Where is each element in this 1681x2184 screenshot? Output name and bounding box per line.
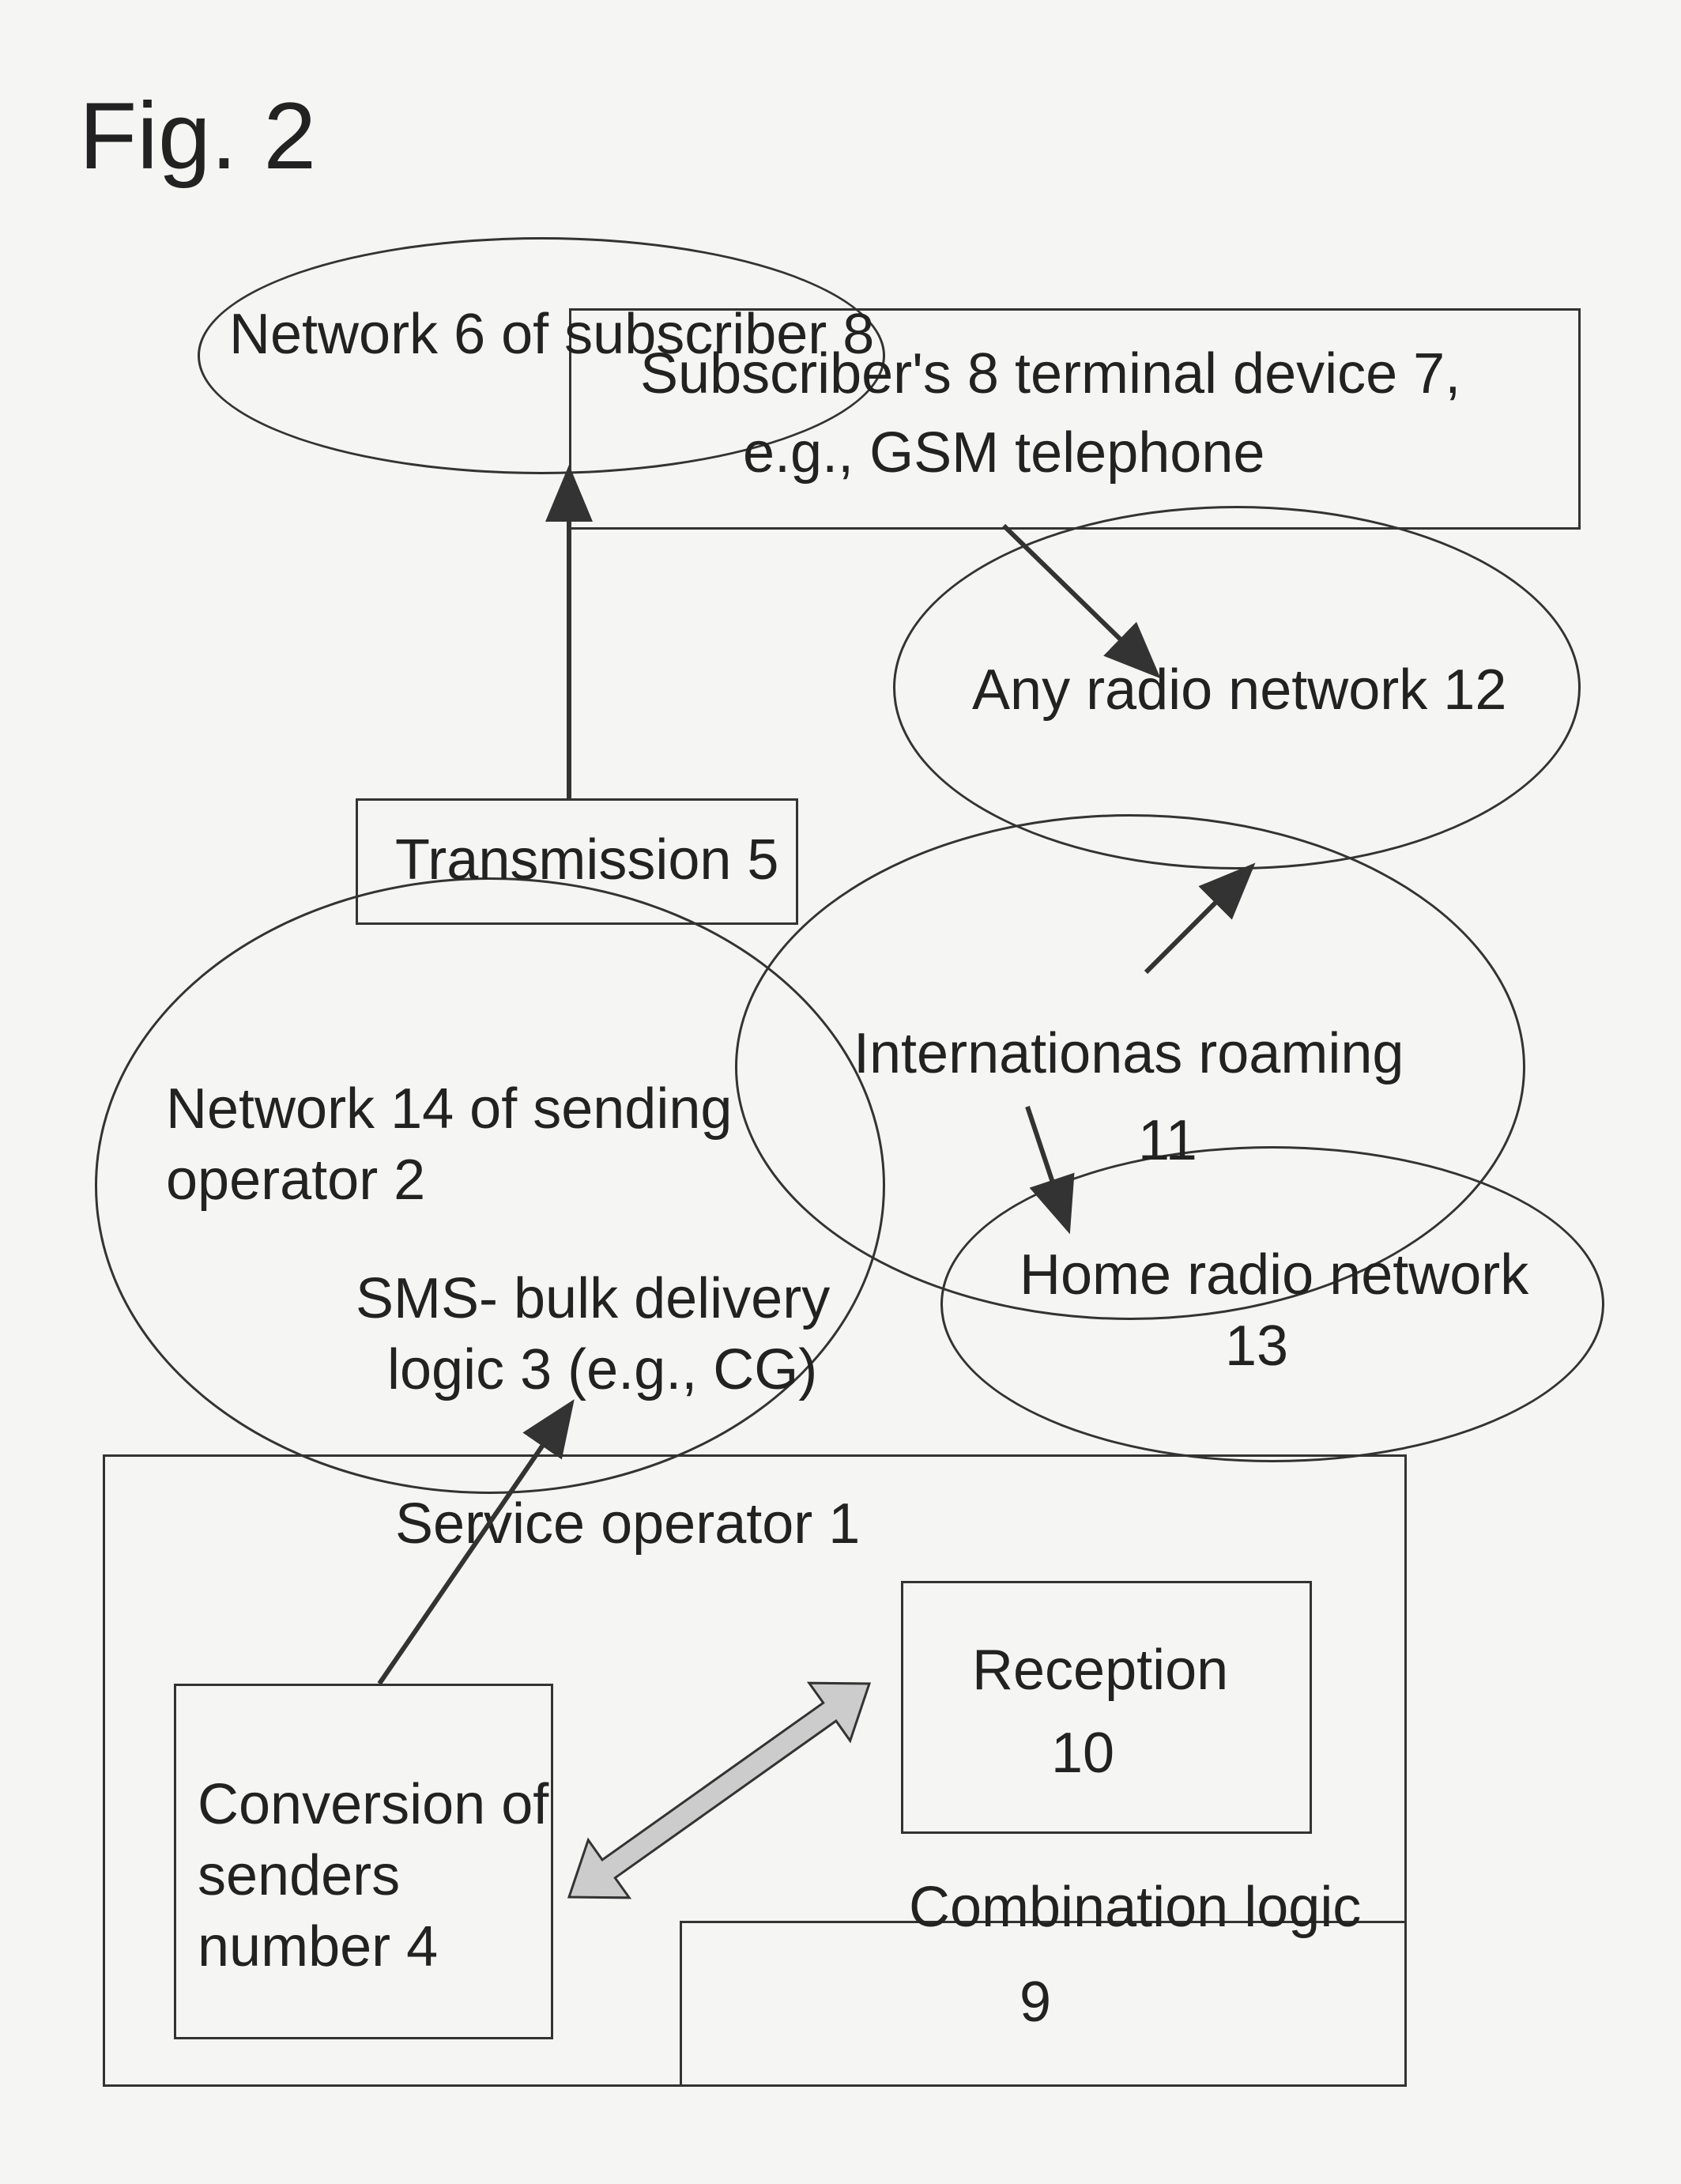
figure-title: Fig. 2 <box>79 79 316 193</box>
reception-box <box>901 1581 1312 1834</box>
reception-label-1: Reception <box>972 1636 1228 1704</box>
network-14-label-1: Network 14 of sending <box>166 1075 732 1143</box>
combination-logic-label-1: Combination logic <box>909 1873 1361 1941</box>
service-operator-label: Service operator 1 <box>395 1490 860 1558</box>
sms-label-1: SMS- bulk delivery <box>356 1265 830 1333</box>
home-radio-label-2: 13 <box>1225 1312 1288 1380</box>
conversion-label-3: number 4 <box>198 1913 438 1981</box>
reception-label-2: 10 <box>1051 1719 1114 1787</box>
diagram-stage: Fig. 2 Network 6 of subscriber 8 Subscri… <box>0 0 1681 2184</box>
conversion-label-2: senders <box>198 1842 400 1910</box>
any-radio-label: Any radio network 12 <box>972 656 1506 724</box>
combination-logic-label-2: 9 <box>1020 1968 1051 2036</box>
transmission-label: Transmission 5 <box>395 826 778 894</box>
terminal-label-1: Subscriber's 8 terminal device 7, <box>640 340 1461 408</box>
conversion-label-1: Conversion of <box>198 1771 548 1839</box>
network-14-label-2: operator 2 <box>166 1146 425 1214</box>
terminal-label-2: e.g., GSM telephone <box>743 419 1265 487</box>
roaming-label-2: 11 <box>1138 1107 1197 1175</box>
roaming-label-1: Internationas roaming <box>854 1020 1404 1088</box>
sms-label-2: logic 3 (e.g., CG) <box>387 1336 817 1404</box>
home-radio-label-1: Home radio network <box>1020 1241 1528 1309</box>
